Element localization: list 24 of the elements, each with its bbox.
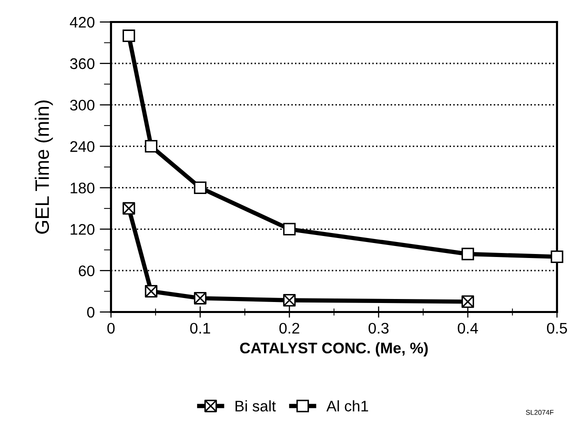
- y-axis-title: GEL Time (min): [34, 100, 53, 234]
- x-tick-label: 0.5: [546, 322, 567, 334]
- point: [462, 248, 474, 260]
- y-tick-label: 60: [78, 265, 94, 276]
- point: [194, 181, 206, 194]
- legend-label: Bi salt: [236, 400, 276, 412]
- point: [122, 30, 136, 42]
- x-tick-label: 0: [107, 322, 115, 334]
- point: [283, 222, 296, 236]
- y-tick-label: 120: [70, 224, 94, 235]
- y-tick-label: 240: [70, 141, 94, 152]
- y-tick-label: 420: [70, 16, 94, 28]
- x-tick-label: 0.3: [368, 322, 389, 334]
- x-tick-label: 0.4: [458, 322, 478, 334]
- point: [550, 250, 564, 264]
- legend-label: Al ch1: [326, 400, 368, 412]
- y-tick-label: 0: [87, 306, 94, 318]
- x-tick-label: 0.2: [279, 322, 300, 334]
- x-tick-label: 0.1: [190, 322, 210, 334]
- y-tick-label: 180: [70, 182, 94, 194]
- point: [144, 140, 158, 153]
- x-axis-title: CATALYST CONC. (Me, %): [240, 342, 428, 356]
- y-tick-label: 300: [70, 100, 94, 111]
- y-tick-label: 360: [70, 58, 94, 70]
